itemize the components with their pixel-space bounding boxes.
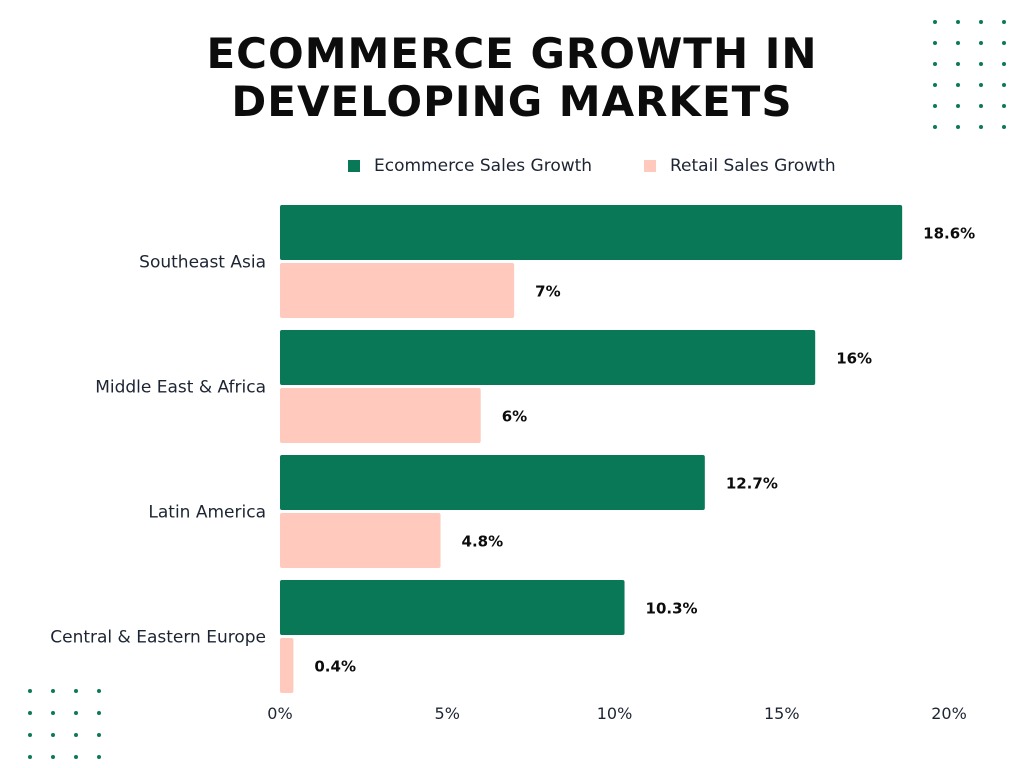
decorative-dot xyxy=(956,62,960,66)
decorative-dot xyxy=(28,755,32,759)
legend-swatch-retail xyxy=(644,160,656,172)
decorative-dot xyxy=(28,733,32,737)
category-label: Latin America xyxy=(148,503,266,523)
decorative-dot xyxy=(51,755,55,759)
bar-retail xyxy=(280,513,441,568)
legend-item-ecommerce: Ecommerce Sales Growth xyxy=(348,156,592,176)
decorative-dot xyxy=(956,20,960,24)
decorative-dot xyxy=(1002,62,1006,66)
decorative-dot xyxy=(28,689,32,693)
decorative-dot xyxy=(51,711,55,715)
decorative-dot xyxy=(51,689,55,693)
bar-retail xyxy=(280,263,515,318)
decorative-dot xyxy=(979,125,983,129)
decorative-dot xyxy=(933,125,937,129)
decorative-dot xyxy=(933,62,937,66)
decorative-dot-grid-bottom-left xyxy=(28,689,101,759)
decorative-dot xyxy=(979,20,983,24)
legend-label-retail: Retail Sales Growth xyxy=(670,156,836,176)
data-label: 4.8% xyxy=(462,533,504,551)
decorative-dot xyxy=(933,41,937,45)
decorative-dot xyxy=(956,41,960,45)
data-label: 12.7% xyxy=(726,475,778,493)
decorative-dot xyxy=(74,755,78,759)
bar-ecommerce xyxy=(280,205,903,260)
bar-ecommerce xyxy=(280,580,625,635)
chart-title: ECOMMERCE GROWTH IN DEVELOPING MARKETS xyxy=(0,30,1024,126)
legend-item-retail: Retail Sales Growth xyxy=(644,156,836,176)
decorative-dot xyxy=(1002,125,1006,129)
legend: Ecommerce Sales Growth Retail Sales Grow… xyxy=(0,156,1024,180)
decorative-dot xyxy=(979,104,983,108)
decorative-dot xyxy=(979,41,983,45)
decorative-dot xyxy=(956,125,960,129)
decorative-dot xyxy=(1002,83,1006,87)
bar-retail xyxy=(280,388,481,443)
data-label: 18.6% xyxy=(923,225,975,243)
bar-retail xyxy=(280,638,294,693)
bar-ecommerce xyxy=(280,455,705,510)
data-label: 6% xyxy=(502,408,527,426)
x-tick-label: 5% xyxy=(435,704,460,723)
decorative-dot xyxy=(956,83,960,87)
decorative-dot-grid-top-right xyxy=(933,20,1006,129)
decorative-dot xyxy=(97,711,101,715)
decorative-dot xyxy=(74,689,78,693)
legend-swatch-ecommerce xyxy=(348,160,360,172)
decorative-dot xyxy=(1002,104,1006,108)
decorative-dot xyxy=(933,83,937,87)
category-label: Southeast Asia xyxy=(139,253,266,273)
decorative-dot xyxy=(74,711,78,715)
x-tick-label: 15% xyxy=(764,704,800,723)
data-label: 7% xyxy=(535,283,560,301)
category-label: Central & Eastern Europe xyxy=(50,628,266,648)
legend-label-ecommerce: Ecommerce Sales Growth xyxy=(374,156,593,176)
decorative-dot xyxy=(97,733,101,737)
decorative-dot xyxy=(74,733,78,737)
decorative-dot xyxy=(933,20,937,24)
decorative-dot xyxy=(97,689,101,693)
decorative-dot xyxy=(28,711,32,715)
x-tick-label: 10% xyxy=(597,704,633,723)
chart-title-line-1: ECOMMERCE GROWTH IN xyxy=(206,29,818,78)
x-tick-label: 20% xyxy=(931,704,967,723)
decorative-dot xyxy=(956,104,960,108)
decorative-dot xyxy=(979,62,983,66)
decorative-dot xyxy=(1002,41,1006,45)
decorative-dot xyxy=(979,83,983,87)
x-tick-label: 0% xyxy=(267,704,292,723)
chart-title-line-2: DEVELOPING MARKETS xyxy=(231,77,793,126)
decorative-dot xyxy=(933,104,937,108)
decorative-dot xyxy=(97,755,101,759)
data-label: 0.4% xyxy=(314,658,356,676)
bar-ecommerce xyxy=(280,330,816,385)
decorative-dot xyxy=(1002,20,1006,24)
decorative-dot xyxy=(51,733,55,737)
data-label: 10.3% xyxy=(646,600,698,618)
category-label: Middle East & Africa xyxy=(95,378,266,398)
data-label: 16% xyxy=(836,350,872,368)
